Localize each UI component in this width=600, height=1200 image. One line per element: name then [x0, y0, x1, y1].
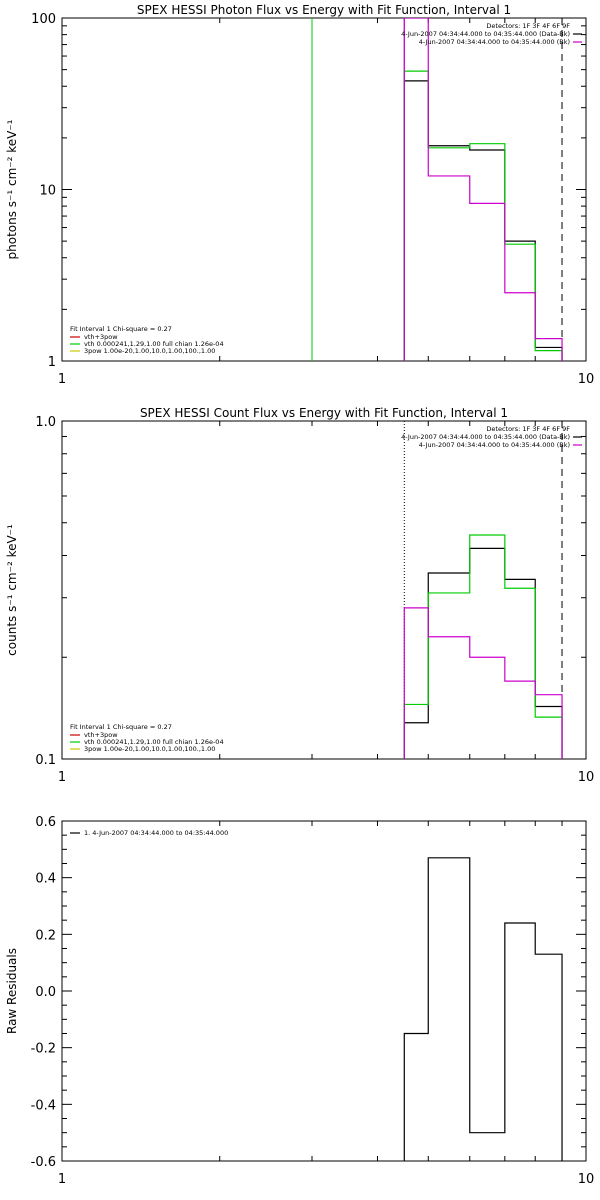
y-tick-label: 0.6	[35, 815, 56, 830]
plot-frame	[61, 17, 587, 362]
chart-panel-1: 1 10 1 10 100 SPEX HESSI Photon Flux vs Energ…	[5, 3, 594, 387]
y-tick-label: 0.0	[35, 985, 56, 1000]
data-layer	[403, 857, 563, 1161]
y-tick-label: -0.2	[31, 1042, 56, 1057]
data-layer	[403, 421, 563, 759]
y-tick-label: 0.4	[35, 872, 56, 887]
series-1-line	[403, 547, 563, 759]
x-tick-label: 1	[58, 770, 66, 785]
x-tick-label: 1	[58, 372, 66, 387]
series-2-line	[403, 534, 563, 759]
legend-left-entry: vth 0.000241,1.29,1.00 full chian 1.26e-…	[84, 738, 224, 746]
y-tick-label: 100	[31, 12, 56, 27]
y-tick-label: 1	[48, 355, 56, 370]
legend-right-entry: 4-Jun-2007 04:34:44.000 to 04:35:44.000 …	[401, 30, 570, 38]
y-tick-label: 0.1	[35, 753, 56, 768]
detectors-label: Detectors: 1F 3F 4F 6F 9F	[486, 425, 570, 433]
data-layer	[311, 18, 563, 361]
x-tick-label: 10	[578, 770, 595, 785]
legend-left-entry: vth+3pow	[84, 333, 118, 341]
legend-right-entry: 4-Jun-2007 04:34:44.000 to 04:35:44.000 …	[401, 433, 570, 441]
series-2-line	[403, 70, 563, 361]
legend-left-entry: vth+3pow	[84, 731, 118, 739]
legend-top-entry: 1. 4-Jun-2007 04:34:44.000 to 04:35:44.0…	[84, 829, 228, 837]
series-1-line	[403, 857, 563, 1161]
legend-left-entry: 3pow 1.00e-20,1.00,10.0,1.00,100.,1.00	[84, 745, 215, 753]
y-axis-label: photons s⁻¹ cm⁻² keV⁻¹	[5, 119, 19, 259]
legend-right-entry: 4-Jun-2007 04:34:44.000 to 04:35:44.000 …	[419, 38, 570, 46]
x-tick-label: 10	[578, 372, 595, 387]
x-tick-label: 1	[58, 1172, 66, 1187]
chart-panel-3: 1 10 -0.6 -0.4 -0.2 0.0 0.2 0.4 0.6 Raw Residuals…	[5, 815, 594, 1187]
series-1-line	[403, 80, 563, 361]
chart-panel-2: 1 10 0.1 1.0 SPEX HESSI Count Flux vs Energy…	[5, 406, 594, 785]
y-tick-label: -0.4	[31, 1098, 56, 1113]
legend-left-entry: vth 0.000241,1.29,1.00 full chian 1.26e-…	[84, 340, 224, 348]
plot-frame	[61, 420, 587, 760]
y-axis-label: Raw Residuals	[5, 948, 19, 1034]
y-tick-label: -0.6	[31, 1155, 56, 1170]
legend-left-header: Fit Interval 1 Chi-square = 0.27	[70, 723, 172, 731]
legend-right-entry: 4-Jun-2007 04:34:44.000 to 04:35:44.000 …	[419, 441, 570, 449]
detectors-label: Detectors: 1F 3F 4F 6F 9F	[486, 22, 570, 30]
chart-title: SPEX HESSI Count Flux vs Energy with Fit…	[140, 406, 508, 420]
plot-frame	[61, 820, 587, 1162]
legend-left-header: Fit Interval 1 Chi-square = 0.27	[70, 325, 172, 333]
x-tick-label: 10	[578, 1172, 595, 1187]
y-tick-label: 10	[39, 184, 56, 199]
y-axis-label: counts s⁻¹ cm⁻² keV⁻¹	[5, 524, 19, 656]
legend-left-entry: 3pow 1.00e-20,1.00,10.0,1.00,100.,1.00	[84, 347, 215, 355]
series-3-line	[403, 18, 563, 361]
y-tick-label: 1.0	[35, 415, 56, 430]
y-tick-label: 0.2	[35, 928, 56, 943]
series-3-line	[403, 607, 563, 759]
chart-title: SPEX HESSI Photon Flux vs Energy with Fi…	[137, 3, 511, 17]
